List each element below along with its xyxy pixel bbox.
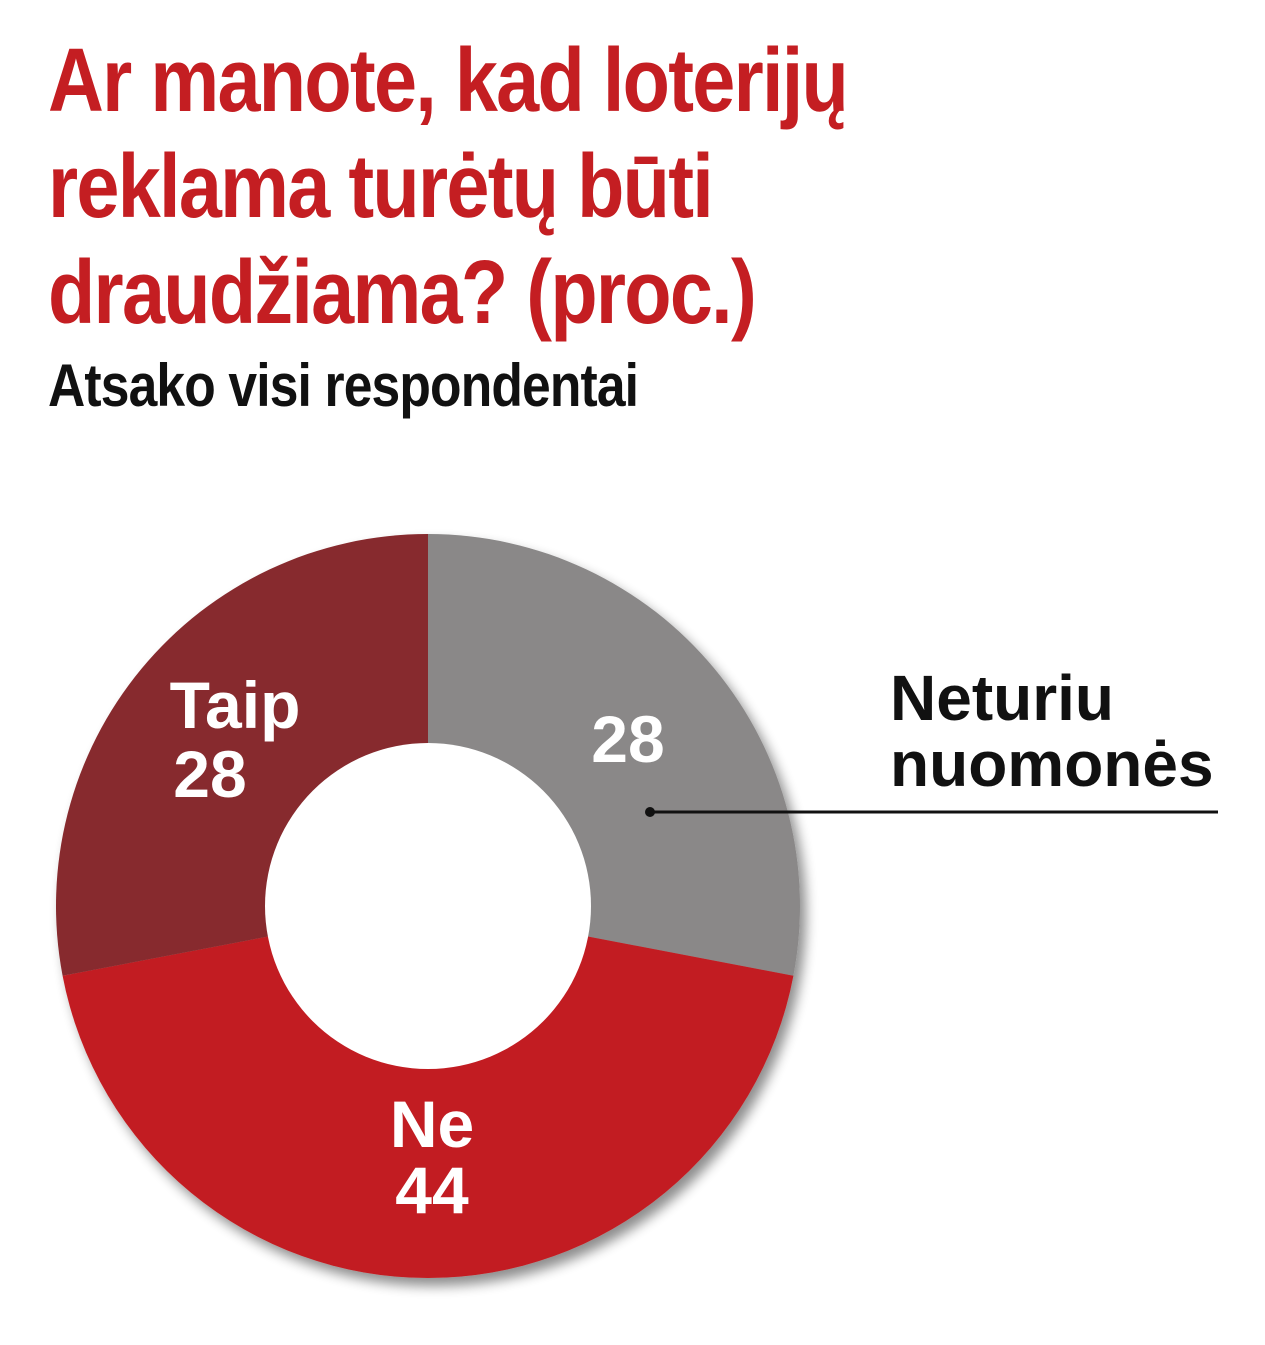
slice-value-ne: 44: [395, 1153, 469, 1227]
external-label-neturiu-nuomones: Neturiu nuomonės: [890, 662, 1214, 800]
chart-title: Ar manote, kad loterijų reklama turėtų b…: [48, 31, 849, 343]
chart-subtitle: Atsako visi respondentai: [48, 352, 639, 419]
pie-slice-ne: [62, 906, 794, 1279]
slice-label-taip: Taip: [170, 668, 301, 742]
external-label-line: nuomonės: [890, 728, 1214, 800]
slice-label-ne: Ne: [390, 1087, 474, 1161]
slice-value-taip: 28: [173, 737, 246, 811]
external-label-line: Neturiu: [890, 662, 1114, 734]
donut-hole: [265, 743, 591, 1069]
slice-value-neturiu-nuomones: 28: [591, 702, 664, 776]
